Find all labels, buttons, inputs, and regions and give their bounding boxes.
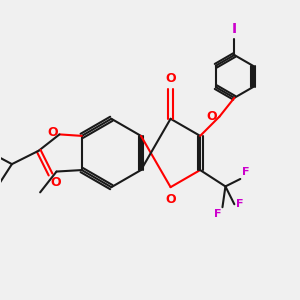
Text: O: O (165, 72, 176, 85)
Text: F: F (236, 199, 243, 209)
Text: F: F (242, 167, 249, 178)
Text: O: O (206, 110, 217, 123)
Text: O: O (51, 176, 61, 189)
Text: O: O (47, 125, 58, 139)
Text: F: F (214, 209, 221, 219)
Text: O: O (166, 193, 176, 206)
Text: I: I (232, 22, 237, 36)
